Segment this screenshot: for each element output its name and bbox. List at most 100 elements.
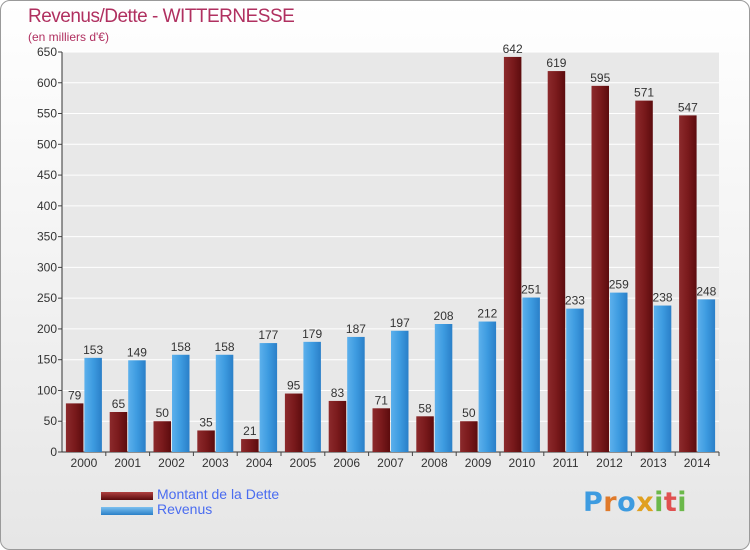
bar-dette bbox=[679, 115, 697, 452]
chart-subtitle: (en milliers d'€) bbox=[28, 30, 109, 44]
data-label-revenus: 248 bbox=[696, 284, 716, 298]
data-label-dette: 95 bbox=[287, 379, 301, 393]
bar-dette bbox=[197, 430, 215, 452]
y-tick-label: 400 bbox=[37, 199, 57, 213]
data-label-revenus: 158 bbox=[171, 340, 191, 354]
bar-revenus bbox=[215, 354, 234, 452]
legend-label-dette: Montant de la Dette bbox=[157, 486, 280, 502]
data-label-dette: 83 bbox=[331, 386, 345, 400]
x-tick-label: 2011 bbox=[553, 456, 579, 470]
logo-letter: i bbox=[677, 487, 688, 518]
bar-revenus bbox=[522, 297, 540, 452]
x-tick-label: 2000 bbox=[71, 456, 98, 470]
bar-revenus bbox=[566, 308, 584, 452]
bar-revenus bbox=[84, 357, 102, 452]
logo-letter: r bbox=[603, 487, 618, 518]
data-label-revenus: 208 bbox=[434, 309, 454, 323]
chart-title: Revenus/Dette - WITTERNESSE bbox=[28, 6, 295, 27]
plot-area bbox=[62, 52, 719, 452]
bar-dette bbox=[153, 421, 171, 452]
y-tick-label: 150 bbox=[37, 353, 57, 367]
y-tick-label: 300 bbox=[37, 260, 57, 274]
logo-letter: t bbox=[663, 487, 678, 518]
bar-revenus bbox=[478, 321, 497, 452]
data-label-dette: 21 bbox=[243, 424, 257, 438]
data-label-revenus: 238 bbox=[653, 291, 673, 305]
logo-letter: o bbox=[617, 487, 637, 518]
bar-revenus bbox=[610, 292, 628, 452]
data-label-dette: 58 bbox=[418, 401, 432, 415]
data-label-dette: 50 bbox=[462, 406, 476, 420]
data-label-revenus: 233 bbox=[565, 294, 585, 308]
data-label-dette: 65 bbox=[112, 397, 126, 411]
y-tick-label: 600 bbox=[37, 76, 57, 90]
y-tick-label: 0 bbox=[50, 445, 57, 459]
bar-dette bbox=[109, 412, 128, 452]
data-label-revenus: 197 bbox=[390, 316, 410, 330]
bar-dette bbox=[460, 421, 478, 452]
data-label-dette: 79 bbox=[68, 388, 82, 402]
data-label-revenus: 187 bbox=[346, 322, 366, 336]
bar-dette bbox=[503, 56, 522, 453]
x-tick-label: 2010 bbox=[509, 456, 536, 470]
data-label-dette: 71 bbox=[375, 393, 389, 407]
y-tick-label: 250 bbox=[37, 291, 57, 305]
y-tick-label: 650 bbox=[37, 45, 57, 59]
bar-revenus bbox=[172, 354, 190, 452]
bar-dette bbox=[284, 393, 303, 452]
x-tick-label: 2013 bbox=[640, 456, 667, 470]
y-tick-label: 100 bbox=[37, 383, 57, 397]
bar-dette bbox=[328, 400, 347, 452]
logo-letter: i bbox=[654, 487, 664, 518]
data-label-revenus: 179 bbox=[302, 327, 322, 341]
bar-dette bbox=[241, 439, 259, 452]
data-label-dette: 50 bbox=[156, 406, 170, 420]
bar-dette bbox=[416, 416, 434, 452]
logo-letter: P bbox=[583, 487, 604, 518]
bar-dette bbox=[591, 85, 609, 452]
data-label-revenus: 149 bbox=[127, 345, 147, 359]
legend-swatch-dette bbox=[101, 492, 153, 500]
bar-revenus bbox=[697, 299, 716, 452]
legend-swatch-revenus bbox=[101, 507, 153, 515]
bar-dette bbox=[372, 408, 390, 452]
bar-revenus bbox=[347, 336, 365, 452]
x-tick-label: 2009 bbox=[465, 456, 492, 470]
data-label-revenus: 259 bbox=[609, 278, 629, 292]
bar-revenus bbox=[434, 324, 453, 452]
x-tick-label: 2014 bbox=[684, 456, 711, 470]
logo-letter: x bbox=[636, 487, 655, 518]
y-tick-label: 200 bbox=[37, 322, 57, 336]
x-tick-label: 2004 bbox=[246, 456, 273, 470]
data-label-dette: 619 bbox=[546, 56, 566, 70]
y-tick-label: 450 bbox=[37, 168, 57, 182]
bar-revenus bbox=[128, 360, 146, 452]
y-tick-label: 350 bbox=[37, 230, 57, 244]
x-tick-label: 2008 bbox=[421, 456, 448, 470]
y-tick-label: 550 bbox=[37, 107, 57, 121]
y-tick-label: 50 bbox=[44, 414, 58, 428]
bar-dette bbox=[65, 403, 84, 452]
data-label-revenus: 153 bbox=[83, 343, 103, 357]
data-label-revenus: 177 bbox=[258, 328, 278, 342]
x-tick-label: 2006 bbox=[333, 456, 360, 470]
x-tick-label: 2003 bbox=[202, 456, 229, 470]
x-tick-label: 2005 bbox=[290, 456, 317, 470]
data-label-revenus: 158 bbox=[215, 340, 235, 354]
bar-revenus bbox=[303, 341, 321, 452]
proxiti-logo: Proxiti bbox=[583, 487, 687, 518]
data-label-revenus: 251 bbox=[521, 283, 541, 297]
legend-label-revenus: Revenus bbox=[157, 501, 213, 517]
x-tick-label: 2001 bbox=[114, 456, 141, 470]
data-label-dette: 35 bbox=[199, 415, 213, 429]
x-tick-label: 2007 bbox=[377, 456, 404, 470]
x-tick-label: 2012 bbox=[596, 456, 623, 470]
data-label-revenus: 212 bbox=[477, 307, 497, 321]
data-label-dette: 571 bbox=[634, 86, 654, 100]
bar-revenus bbox=[391, 330, 409, 452]
data-label-dette: 547 bbox=[678, 100, 698, 114]
bar-dette bbox=[635, 100, 653, 452]
bar-dette bbox=[547, 71, 566, 453]
